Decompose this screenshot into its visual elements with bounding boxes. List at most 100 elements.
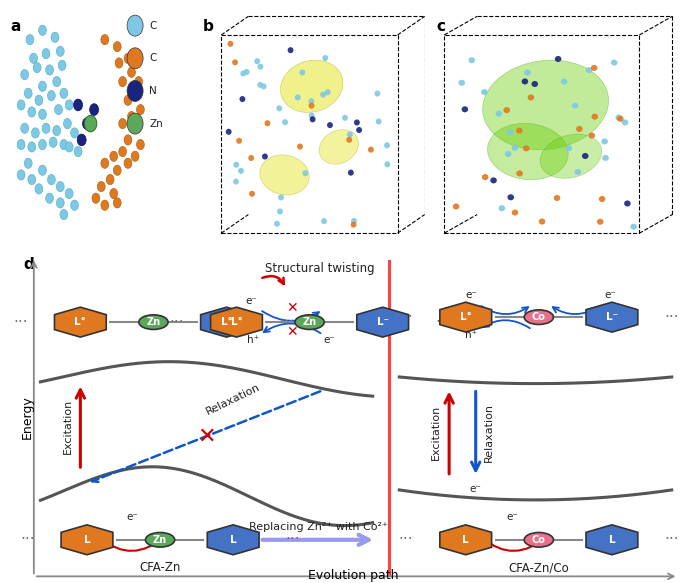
Circle shape <box>602 155 609 161</box>
Polygon shape <box>201 307 253 337</box>
Text: ···: ··· <box>399 310 413 325</box>
Circle shape <box>254 58 260 64</box>
Circle shape <box>17 139 25 150</box>
Circle shape <box>226 129 232 135</box>
Circle shape <box>308 99 314 104</box>
Text: ···: ··· <box>286 532 300 547</box>
Circle shape <box>28 174 36 185</box>
Circle shape <box>71 200 79 210</box>
Text: C: C <box>149 53 157 64</box>
Circle shape <box>282 119 288 125</box>
Text: Co: Co <box>532 312 546 322</box>
Circle shape <box>342 115 348 121</box>
Circle shape <box>499 205 505 211</box>
Circle shape <box>507 129 514 135</box>
Circle shape <box>135 76 142 87</box>
Ellipse shape <box>483 60 608 150</box>
Circle shape <box>555 56 562 62</box>
Text: Zn: Zn <box>147 317 160 327</box>
Circle shape <box>586 67 593 73</box>
Circle shape <box>233 178 239 185</box>
Circle shape <box>310 116 316 122</box>
Circle shape <box>458 80 465 86</box>
Circle shape <box>232 59 238 65</box>
Text: e⁻: e⁻ <box>323 335 336 345</box>
Circle shape <box>582 153 588 159</box>
Text: e⁻: e⁻ <box>465 290 477 300</box>
Ellipse shape <box>260 155 309 195</box>
Circle shape <box>303 170 308 176</box>
Circle shape <box>297 143 303 150</box>
Circle shape <box>351 222 356 227</box>
Polygon shape <box>54 307 106 337</box>
Circle shape <box>227 41 234 47</box>
Circle shape <box>101 34 109 45</box>
Circle shape <box>524 532 553 547</box>
Circle shape <box>258 64 263 70</box>
Circle shape <box>323 55 328 61</box>
Circle shape <box>35 184 43 194</box>
Circle shape <box>512 145 518 151</box>
Circle shape <box>127 113 143 134</box>
Circle shape <box>521 79 528 85</box>
Circle shape <box>124 135 132 145</box>
Circle shape <box>119 118 127 129</box>
Circle shape <box>503 107 510 113</box>
Circle shape <box>42 48 50 59</box>
Polygon shape <box>440 302 492 332</box>
Circle shape <box>240 71 246 76</box>
Circle shape <box>276 106 282 111</box>
Text: L: L <box>84 535 90 545</box>
Circle shape <box>127 15 143 36</box>
Text: C: C <box>149 20 157 31</box>
Circle shape <box>264 120 271 127</box>
Circle shape <box>295 94 301 100</box>
Text: b: b <box>203 19 214 34</box>
Circle shape <box>119 76 127 87</box>
Circle shape <box>309 113 314 119</box>
Text: Replacing Zn²⁺ with Co²⁺: Replacing Zn²⁺ with Co²⁺ <box>249 522 388 532</box>
Text: CFA-Zn: CFA-Zn <box>139 561 181 574</box>
Text: ✕: ✕ <box>286 301 297 315</box>
Circle shape <box>523 145 530 152</box>
Circle shape <box>29 53 38 64</box>
Circle shape <box>524 310 553 325</box>
Circle shape <box>309 103 314 108</box>
Circle shape <box>21 123 29 134</box>
Circle shape <box>354 120 360 125</box>
Circle shape <box>38 25 47 36</box>
Circle shape <box>101 200 109 210</box>
Polygon shape <box>357 307 408 337</box>
Circle shape <box>622 120 628 125</box>
Text: e⁻: e⁻ <box>470 484 482 494</box>
Text: ✕: ✕ <box>286 325 297 339</box>
Circle shape <box>131 151 139 161</box>
Circle shape <box>65 188 73 199</box>
Circle shape <box>127 67 136 78</box>
Circle shape <box>64 118 71 129</box>
Circle shape <box>490 177 497 184</box>
Circle shape <box>55 104 62 115</box>
Circle shape <box>630 224 637 230</box>
Circle shape <box>348 170 353 175</box>
Text: ···: ··· <box>399 532 413 547</box>
Polygon shape <box>586 525 638 555</box>
Circle shape <box>591 65 597 71</box>
Text: Relaxation: Relaxation <box>484 403 494 462</box>
Circle shape <box>532 81 538 87</box>
Circle shape <box>597 219 603 225</box>
Circle shape <box>505 151 512 157</box>
Circle shape <box>576 126 583 132</box>
Circle shape <box>124 53 132 64</box>
Circle shape <box>527 94 534 100</box>
Circle shape <box>469 57 475 64</box>
Circle shape <box>611 59 617 66</box>
Text: L⁻: L⁻ <box>606 312 618 322</box>
Circle shape <box>106 174 114 185</box>
Polygon shape <box>210 307 262 337</box>
Circle shape <box>127 80 143 101</box>
Text: Structural twisting: Structural twisting <box>264 262 375 275</box>
Circle shape <box>538 219 545 224</box>
Circle shape <box>56 46 64 57</box>
Circle shape <box>115 58 123 68</box>
